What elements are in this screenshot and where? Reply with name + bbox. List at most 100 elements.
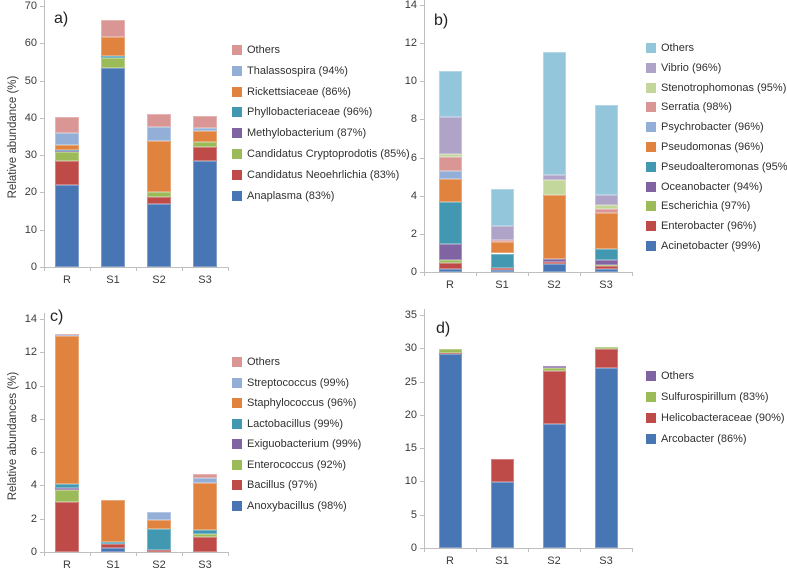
legend-item: Helicobacteraceae (90%) (646, 412, 785, 424)
bar-segment (490, 459, 514, 483)
bar-segment (594, 209, 618, 214)
y-tick-mark (40, 117, 44, 119)
bar-segment (101, 56, 125, 58)
x-category-label: S2 (152, 274, 166, 286)
x-tick-mark (632, 272, 633, 276)
bar-segment (542, 367, 566, 371)
bar-segment (438, 352, 462, 354)
x-category-label: S3 (198, 274, 212, 286)
legend-item: Enterobacter (96%) (646, 220, 756, 232)
x-tick-mark (476, 548, 477, 552)
x-tick-mark (136, 267, 137, 271)
bar-segment (438, 154, 462, 157)
legend-label: Candidatus Neoehrlichia (83%) (247, 168, 400, 181)
legend: Others Sulfurospirillum (83%) Helicobacter… (400, 290, 787, 573)
bar-segment (101, 67, 125, 267)
legend-item: Others (232, 44, 280, 56)
bar-segment (101, 548, 125, 552)
legend: Others Thalassospira (94%) Rickettsiaceae … (0, 0, 410, 290)
x-tick-mark (182, 267, 183, 271)
y-tick-mark (40, 6, 44, 7)
legend-item: Serratia (98%) (646, 101, 732, 113)
legend-item: Lactobacillus (99%) (232, 418, 343, 430)
legend-color-swatch (232, 107, 242, 118)
legend-item: Others (646, 370, 694, 382)
bar-segment (101, 19, 125, 37)
y-tick-mark (40, 267, 44, 268)
y-tick-label: 0 (30, 261, 37, 273)
y-tick-label: 12 (24, 346, 37, 359)
bar-segment (594, 264, 618, 267)
bar-segment (147, 550, 171, 552)
bar-segment (438, 70, 462, 117)
bar-segment (594, 348, 618, 369)
y-tick-label: 60 (24, 37, 37, 50)
bar-segment (594, 368, 618, 548)
legend-label: Acinetobacter (99%) (661, 240, 761, 252)
y-tick-mark (420, 272, 424, 273)
legend-label: Oceanobacter (94%) (661, 180, 763, 193)
bar-segment (438, 268, 462, 272)
legend-label: Exiguobacterium (99%) (247, 438, 362, 450)
y-tick-mark (420, 119, 424, 121)
x-tick-mark (182, 552, 183, 556)
panel-b: b) 0 2 4 6 8 10 12 14 R S1 S2 S3 Others Vibrio (96%)… (400, 0, 787, 291)
y-tick-mark (40, 229, 44, 231)
y-tick-mark (420, 548, 424, 549)
legend-item: Candidatus Cryptoprodotis (85%) (232, 148, 410, 160)
legend-item: Enterococcus (92%) (232, 459, 346, 471)
bar-segment (101, 500, 125, 542)
legend-color-swatch (646, 142, 656, 152)
y-tick-mark (40, 452, 44, 454)
legend-item: Anaplasma (83%) (232, 190, 334, 202)
y-tick-label: 14 (24, 313, 37, 325)
legend-item: Pseudoalteromonas (95%) (646, 161, 787, 173)
x-tick-mark (228, 552, 229, 556)
y-tick-mark (420, 381, 424, 383)
legend-label: Others (661, 42, 695, 54)
legend-color-swatch (232, 45, 242, 55)
plot-area: 0 5 10 15 20 25 30 35 R S1 S2 S3 (400, 290, 787, 573)
bar-segment (542, 264, 566, 272)
bar-segment (594, 248, 618, 260)
y-axis-line (424, 0, 425, 273)
legend-label: Enterobacter (96%) (661, 220, 757, 233)
legend-item: Sulfurospirillum (83%) (646, 391, 769, 403)
legend-color-swatch (232, 169, 242, 180)
legend-label: Staphylococcus (96%) (247, 397, 357, 409)
bar-segment (55, 336, 79, 484)
bar-segment (193, 536, 217, 552)
x-tick-mark (580, 272, 581, 276)
plot-area: 0 10 20 30 40 50 60 70 R S1 S2 S3 (0, 0, 400, 290)
y-tick-mark (40, 518, 44, 520)
x-tick-mark (424, 548, 425, 552)
legend-label: Lactobacillus (99%) (247, 417, 343, 430)
bar-segment (193, 482, 217, 531)
y-tick-mark (40, 192, 44, 194)
x-tick-mark (44, 552, 45, 556)
legend-item: Exiguobacterium (99%) (232, 438, 361, 450)
legend-color-swatch (646, 391, 656, 402)
x-category-label: R (63, 559, 71, 571)
legend-color-swatch (646, 122, 656, 133)
bar-segment (490, 226, 514, 241)
x-tick-mark (528, 548, 529, 552)
legend-color-swatch (646, 241, 656, 251)
bar-segment (193, 473, 217, 478)
bar-segment (438, 156, 462, 171)
bar-segment (438, 202, 462, 244)
bar-segment (542, 180, 566, 195)
y-axis-line (44, 313, 45, 553)
legend-label: Others (661, 370, 695, 382)
y-tick-mark (40, 352, 44, 354)
y-tick-label: 10 (24, 223, 37, 236)
legend-label: Enterococcus (92%) (247, 458, 347, 471)
x-axis-line (424, 272, 633, 273)
bar-segment (55, 334, 79, 337)
legend-label: Arcobacter (86%) (661, 432, 747, 445)
bar-segment (55, 184, 79, 267)
bar-segment (490, 482, 514, 548)
bar-segment (438, 348, 462, 353)
legend-item: Vibrio (96%) (646, 62, 721, 74)
